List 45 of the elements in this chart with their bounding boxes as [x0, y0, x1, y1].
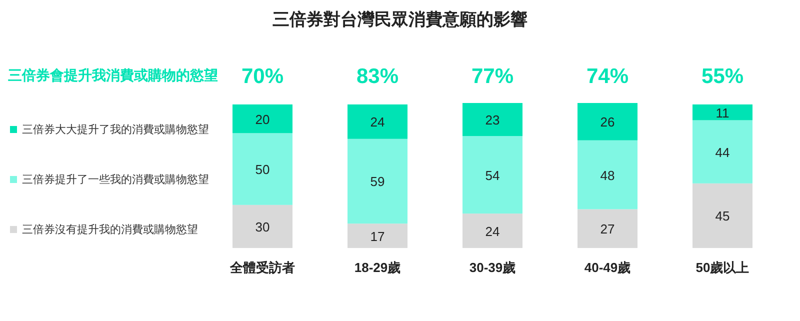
bar: [232, 104, 292, 134]
data-label: 11: [716, 105, 730, 120]
bar: [692, 104, 752, 120]
bar: [578, 103, 638, 140]
chart-title: 三倍券對台灣民眾消費意願的影響: [272, 10, 528, 29]
text: 55%: [701, 65, 744, 88]
legend-label: 三倍券大大提升了我的消費或購物慾望: [22, 123, 209, 136]
text: 77%: [471, 65, 514, 88]
legend-label: 三倍券提升了一些我的消費或購物慾望: [22, 173, 209, 186]
data-label: 54: [485, 168, 500, 183]
bar: [462, 136, 522, 214]
data-label: 26: [600, 114, 615, 130]
x-tick-label: 全體受訪者: [229, 260, 295, 275]
text: 三倍券會提升我消費或購物的慾望: [8, 67, 218, 83]
text: 70%: [241, 65, 284, 88]
bar: [462, 103, 522, 136]
x-tick-label: 40-49歲: [584, 260, 631, 275]
x-tick-label: 50歲以上: [696, 260, 750, 275]
data-label: 44: [715, 144, 730, 160]
text: 74%: [586, 65, 629, 88]
bar: [348, 104, 408, 139]
data-label: 48: [600, 168, 615, 183]
bar: [348, 138, 408, 224]
bar: [348, 224, 408, 248]
bar: [692, 120, 752, 184]
bar: [232, 204, 292, 248]
data-label: 20: [255, 112, 270, 127]
data-label: 24: [370, 114, 385, 130]
bar: [692, 183, 752, 248]
bar: [232, 133, 292, 205]
data-label: 30: [255, 219, 270, 234]
data-label: 17: [370, 228, 385, 244]
bar: [578, 209, 638, 248]
data-label: 24: [485, 224, 500, 239]
data-label: 50: [255, 162, 270, 178]
x-tick-label: 30-39歲: [469, 260, 516, 275]
bar: [462, 214, 522, 248]
text: 83%: [356, 65, 399, 88]
data-label: 45: [715, 208, 730, 224]
legend-label: 三倍券沒有提升我的消費或購物慾望: [22, 223, 198, 236]
bar: [578, 140, 638, 210]
data-label: 59: [370, 174, 385, 190]
data-label: 23: [485, 112, 500, 128]
x-tick-label: 18-29歲: [354, 260, 401, 275]
data-label: 27: [600, 222, 615, 237]
